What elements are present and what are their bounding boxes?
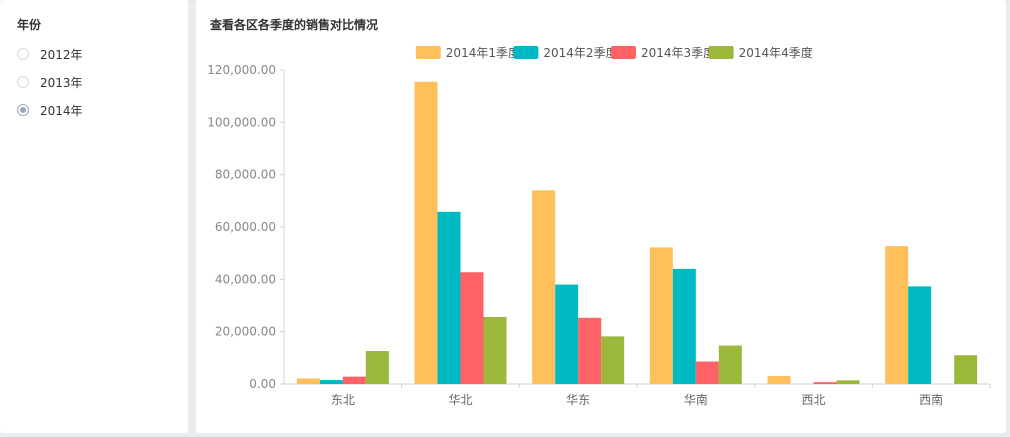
- bar[interactable]: [695, 361, 719, 384]
- bar[interactable]: [365, 351, 389, 384]
- year-radio-2014[interactable]: 2014年: [17, 96, 83, 124]
- bar[interactable]: [532, 190, 556, 384]
- legend-label[interactable]: 2014年1季度: [446, 45, 520, 60]
- x-tick-label: 华东: [566, 393, 590, 407]
- year-radio-label: 2014年: [40, 103, 83, 118]
- radio-button-icon[interactable]: [17, 76, 29, 88]
- bar[interactable]: [483, 317, 507, 384]
- radio-button-icon[interactable]: [17, 48, 29, 60]
- y-tick-label: 80,000.00: [215, 168, 276, 182]
- legend-swatch[interactable]: [708, 46, 734, 59]
- legend-label[interactable]: 2014年3季度: [641, 45, 715, 60]
- year-filter-panel: 年份 2012年 2013年 2014年: [0, 0, 188, 433]
- bar[interactable]: [414, 81, 438, 385]
- bar[interactable]: [342, 376, 366, 384]
- year-radio-label: 2012年: [40, 47, 83, 62]
- bar[interactable]: [296, 378, 320, 384]
- legend-swatch[interactable]: [415, 46, 441, 59]
- year-filter-title: 年份: [17, 18, 42, 32]
- bar[interactable]: [578, 317, 602, 384]
- bar[interactable]: [767, 375, 791, 384]
- bar[interactable]: [649, 247, 673, 384]
- legend-swatch[interactable]: [513, 46, 539, 59]
- bar[interactable]: [885, 246, 909, 384]
- legend-label[interactable]: 2014年4季度: [739, 45, 813, 60]
- bar[interactable]: [813, 382, 837, 384]
- bar[interactable]: [437, 211, 461, 384]
- bar[interactable]: [460, 272, 484, 384]
- x-tick-label: 东北: [331, 393, 355, 407]
- radio-button-checked-icon[interactable]: [17, 104, 29, 116]
- y-tick-label: 100,000.00: [207, 115, 276, 129]
- bar[interactable]: [672, 268, 696, 384]
- x-tick-label: 西北: [801, 393, 825, 407]
- x-tick-label: 华北: [448, 393, 472, 407]
- sales-bar-chart: 0.00 20,000.00 40,000.00 60,000.00 80,000.00…: [207, 45, 991, 407]
- bar[interactable]: [555, 284, 579, 384]
- y-tick-label: 120,000.00: [207, 63, 276, 77]
- legend-label[interactable]: 2014年2季度: [543, 45, 617, 60]
- bar[interactable]: [601, 336, 625, 384]
- year-radio-2012[interactable]: 2012年: [17, 40, 83, 68]
- x-tick-label: 华南: [684, 392, 708, 407]
- y-tick-label: 20,000.00: [215, 325, 276, 339]
- legend-swatch[interactable]: [611, 46, 636, 59]
- bar[interactable]: [954, 355, 978, 384]
- bar[interactable]: [908, 286, 932, 384]
- bar[interactable]: [836, 380, 860, 384]
- chart-panel: 查看各区各季度的销售对比情况 0.00 20,000.00 40,000.00 60,…: [196, 0, 1006, 433]
- year-radio-2013[interactable]: 2013年: [17, 68, 83, 96]
- x-tick-label: 西南: [919, 392, 943, 407]
- bar[interactable]: [718, 345, 742, 384]
- year-radio-label: 2013年: [40, 75, 83, 90]
- bar[interactable]: [319, 380, 343, 384]
- y-tick-label: 60,000.00: [215, 220, 276, 234]
- year-radio-group: 2012年 2013年 2014年: [17, 40, 83, 124]
- chart-title: 查看各区各季度的销售对比情况: [210, 18, 379, 32]
- y-tick-label: 0.00: [249, 377, 276, 391]
- y-tick-label: 40,000.00: [215, 272, 276, 286]
